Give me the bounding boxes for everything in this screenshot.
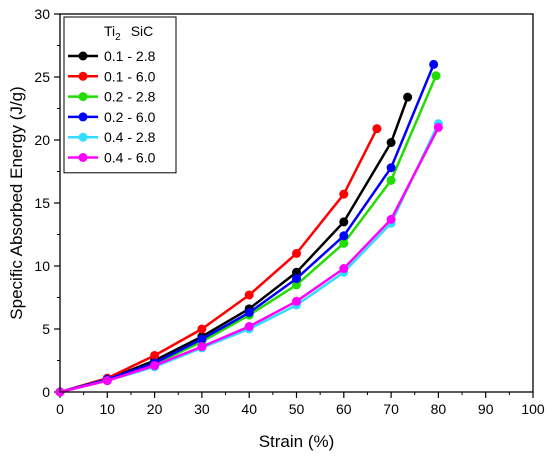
legend-title-main: Ti xyxy=(104,23,115,39)
x-tick-label: 60 xyxy=(336,401,352,417)
legend-label: 0.2 - 6.0 xyxy=(104,109,156,125)
y-tick-label: 30 xyxy=(34,6,50,22)
series-layer xyxy=(55,59,443,397)
x-tick-label: 40 xyxy=(241,401,257,417)
legend-item: 0.2 - 2.8 xyxy=(68,89,156,105)
legend-title: Ti2 SiC xyxy=(104,23,153,43)
data-point xyxy=(244,290,254,300)
legend-item: 0.2 - 6.0 xyxy=(68,109,156,125)
series-5 xyxy=(55,122,443,397)
legend-label: 0.4 - 6.0 xyxy=(104,150,156,166)
data-point xyxy=(292,274,301,284)
x-axis-title: Strain (%) xyxy=(259,432,335,451)
legend-label: 0.2 - 2.8 xyxy=(104,89,156,105)
x-tick-label: 10 xyxy=(100,401,116,417)
data-point xyxy=(403,92,413,102)
data-point xyxy=(339,189,349,199)
y-axis-title: Specific Absorbed Energy (J/g) xyxy=(7,86,26,319)
y-tick-label: 25 xyxy=(34,69,50,85)
data-point xyxy=(292,267,301,277)
y-tick-label: 0 xyxy=(42,384,50,400)
x-tick-label: 90 xyxy=(478,401,494,417)
x-tick-label: 30 xyxy=(194,401,210,417)
legend-label: 0.4 - 2.8 xyxy=(104,129,156,145)
data-point xyxy=(244,321,254,331)
legend-items: 0.1 - 2.8 0.1 - 6.0 0.2 - 2.8 0.2 - 6.0 0.4 … xyxy=(68,48,156,166)
plot-frame xyxy=(59,13,534,393)
data-point xyxy=(244,308,254,318)
legend-title-sub: 2 xyxy=(115,32,121,43)
data-point xyxy=(372,124,382,134)
data-point xyxy=(386,214,396,224)
data-point xyxy=(197,324,207,334)
legend-swatch-marker xyxy=(78,51,88,61)
legend-swatch-marker xyxy=(78,92,88,102)
legend-item: 0.1 - 2.8 xyxy=(68,48,156,64)
data-point xyxy=(150,350,160,360)
x-tick-label: 0 xyxy=(56,401,64,417)
legend-label: 0.1 - 6.0 xyxy=(104,68,156,84)
data-point xyxy=(197,334,207,344)
data-point xyxy=(197,342,207,352)
ticks-layer: 0 10 20 30 40 50 60 70 80 90 100 0 5 10 15 20 25 30 xyxy=(34,6,544,417)
data-point xyxy=(150,361,160,371)
x-tick-label: 20 xyxy=(147,401,163,417)
data-point xyxy=(431,71,441,81)
data-point xyxy=(429,59,439,69)
legend-item: 0.4 - 6.0 xyxy=(68,150,156,166)
x-tick-label: 100 xyxy=(521,401,545,417)
data-point xyxy=(339,231,349,241)
legend-swatch-marker xyxy=(78,71,88,81)
x-tick-label: 70 xyxy=(383,401,399,417)
data-point xyxy=(386,163,396,173)
data-point xyxy=(339,217,349,227)
data-point xyxy=(102,376,112,386)
y-tick-label: 10 xyxy=(34,258,50,274)
data-point xyxy=(433,122,443,132)
data-point xyxy=(339,264,349,274)
x-tick-label: 50 xyxy=(289,401,305,417)
y-tick-label: 15 xyxy=(34,195,50,211)
legend: Ti2 SiC 0.1 - 2.8 0.1 - 6.0 0.2 - 2.8 0.2 - … xyxy=(63,16,177,174)
legend-item: 0.1 - 6.0 xyxy=(68,68,156,84)
data-point xyxy=(292,280,301,290)
y-tick-label: 20 xyxy=(34,132,50,148)
legend-swatch-marker xyxy=(78,112,88,122)
data-point xyxy=(292,296,301,306)
y-tick-label: 5 xyxy=(42,321,50,337)
legend-item: 0.4 - 2.8 xyxy=(68,129,156,145)
data-point xyxy=(386,138,396,148)
x-tick-label: 80 xyxy=(431,401,447,417)
data-point xyxy=(339,238,349,248)
legend-swatch-marker xyxy=(78,153,88,162)
data-point xyxy=(386,175,396,185)
series-1 xyxy=(55,124,382,397)
legend-title-rest: SiC xyxy=(131,23,154,39)
data-point xyxy=(292,248,301,258)
series-line xyxy=(59,128,379,394)
legend-label: 0.1 - 2.8 xyxy=(104,48,156,64)
legend-swatch-marker xyxy=(78,132,88,142)
